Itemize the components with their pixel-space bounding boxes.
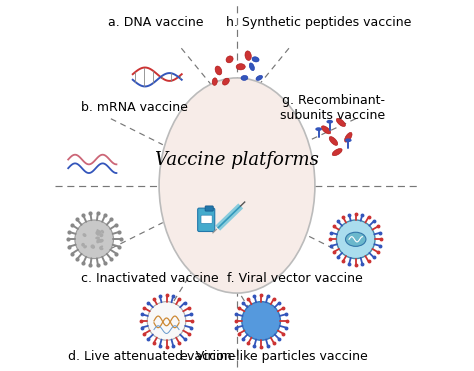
- Ellipse shape: [92, 246, 95, 249]
- Ellipse shape: [98, 239, 104, 243]
- Text: g. Recombinant-
subunits vaccine: g. Recombinant- subunits vaccine: [280, 93, 385, 122]
- Ellipse shape: [346, 232, 366, 246]
- Text: Vaccine platforms: Vaccine platforms: [155, 151, 319, 168]
- Circle shape: [147, 302, 186, 340]
- Ellipse shape: [321, 126, 331, 134]
- Ellipse shape: [91, 244, 95, 249]
- Ellipse shape: [212, 78, 217, 85]
- Text: d. Live attenuated vaccine: d. Live attenuated vaccine: [68, 349, 235, 363]
- Ellipse shape: [215, 66, 222, 75]
- FancyBboxPatch shape: [198, 208, 215, 232]
- Ellipse shape: [96, 229, 99, 233]
- Text: e. Virion-like particles vaccine: e. Virion-like particles vaccine: [180, 349, 368, 363]
- Ellipse shape: [96, 239, 100, 243]
- Circle shape: [75, 220, 113, 259]
- Ellipse shape: [327, 120, 333, 124]
- Ellipse shape: [159, 78, 315, 293]
- Ellipse shape: [97, 230, 101, 234]
- Text: h. Synthetic peptides vaccine: h. Synthetic peptides vaccine: [226, 16, 411, 29]
- FancyBboxPatch shape: [205, 206, 213, 211]
- Ellipse shape: [101, 230, 104, 234]
- Ellipse shape: [83, 245, 87, 249]
- Ellipse shape: [226, 56, 233, 63]
- Ellipse shape: [245, 51, 251, 60]
- Ellipse shape: [241, 75, 248, 81]
- Text: a. DNA vaccine: a. DNA vaccine: [108, 16, 203, 29]
- Circle shape: [337, 220, 375, 259]
- Ellipse shape: [99, 247, 103, 250]
- Ellipse shape: [236, 64, 245, 70]
- Text: c. Inactivated vaccine: c. Inactivated vaccine: [81, 272, 219, 285]
- Ellipse shape: [95, 231, 100, 235]
- Ellipse shape: [256, 75, 263, 81]
- Ellipse shape: [99, 233, 103, 237]
- Text: b. mRNA vaccine: b. mRNA vaccine: [81, 101, 188, 114]
- Ellipse shape: [345, 138, 352, 142]
- Text: f. Viral vector vaccine: f. Viral vector vaccine: [228, 272, 363, 285]
- Ellipse shape: [99, 246, 103, 249]
- Ellipse shape: [337, 118, 346, 127]
- Ellipse shape: [332, 148, 342, 156]
- Ellipse shape: [252, 57, 259, 62]
- Ellipse shape: [329, 137, 338, 145]
- FancyBboxPatch shape: [201, 215, 212, 223]
- Ellipse shape: [315, 127, 322, 131]
- Ellipse shape: [222, 78, 229, 85]
- Ellipse shape: [82, 233, 86, 237]
- Ellipse shape: [97, 230, 100, 236]
- Ellipse shape: [81, 243, 85, 247]
- Ellipse shape: [95, 236, 100, 239]
- Ellipse shape: [249, 63, 255, 70]
- Ellipse shape: [345, 132, 352, 142]
- Circle shape: [242, 302, 281, 340]
